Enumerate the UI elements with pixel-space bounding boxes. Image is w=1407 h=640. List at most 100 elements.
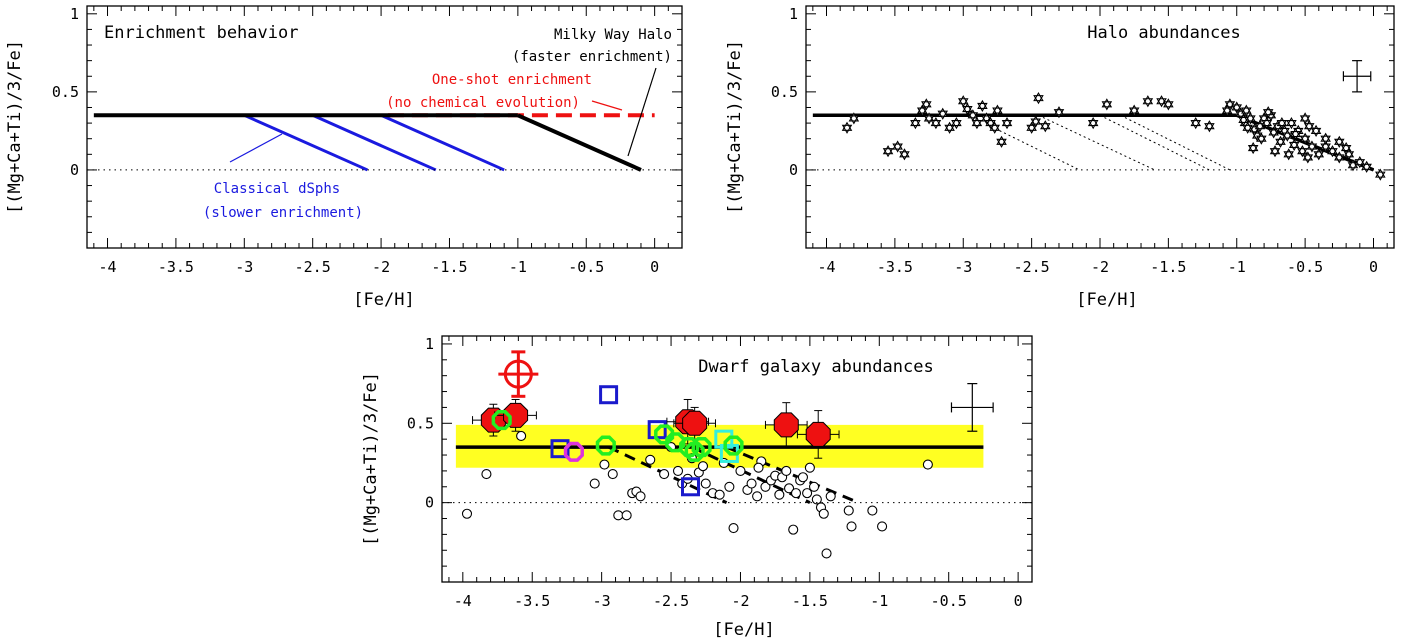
halo-star-point <box>892 140 903 153</box>
halo-star-point <box>1238 113 1249 127</box>
halo-star-point <box>962 102 973 116</box>
halo-annotation-subtitle: (faster enrichment) <box>512 49 672 65</box>
y-tick-label: 0.5 <box>52 83 79 101</box>
x-axis-label: [Fe/H] <box>1076 290 1137 310</box>
dotted-guide-line <box>1120 114 1231 171</box>
open-circle-point <box>461 508 473 519</box>
x-tick-label: -0.5 <box>1287 258 1323 276</box>
halo-star-point <box>1040 120 1051 133</box>
x-tick-label: -2.5 <box>295 258 331 276</box>
green-circle-point <box>665 432 686 453</box>
dsph-enrichment-line <box>312 113 437 172</box>
tick-group: -4 -3.5 -3 -2.5 -2 -1.5 -1 -0.5 0 0 0.5 1 <box>407 335 1033 610</box>
tick-group: -4 -3.5 -3 -2.5 -2 -1.5 -1 -0.5 0 0 0.5 1 <box>52 5 683 276</box>
y-tick-label: 0 <box>789 161 798 179</box>
open-circle-point <box>877 521 888 532</box>
halo-star-point <box>899 148 910 161</box>
x-tick-label: -1 <box>509 258 527 276</box>
open-circle-point <box>804 462 815 473</box>
x-tick-label: -0.5 <box>931 592 967 610</box>
panel-halo-abundances: -4 -3.5 -3 -2.5 -2 -1.5 -1 -0.5 0 0 0.5 1 Halo abun… <box>725 5 1395 310</box>
blue-square-point <box>680 477 700 497</box>
red-octagon-point <box>796 410 840 459</box>
open-circle-point <box>784 483 795 494</box>
magenta-circle-point <box>563 441 584 462</box>
halo-pointer <box>627 67 657 157</box>
halo-star-point <box>1347 159 1359 172</box>
halo-star-point <box>1053 106 1065 119</box>
halo-star-point <box>1163 98 1174 111</box>
open-circle-point <box>714 489 725 500</box>
halo-star-point <box>1156 95 1167 108</box>
halo-star-point <box>1242 121 1253 134</box>
y-tick-label: 0.5 <box>771 83 798 101</box>
halo-star-point <box>1269 145 1281 158</box>
x-tick-label: -4 <box>98 258 116 276</box>
halo-star-point <box>971 116 983 130</box>
open-circle-point <box>753 462 764 473</box>
open-circle-point <box>700 478 711 489</box>
x-tick-label: -3.5 <box>877 258 913 276</box>
open-circle-point <box>797 472 808 483</box>
dashed-enrichment-line <box>691 445 811 505</box>
x-tick-label: -2.5 <box>1014 258 1050 276</box>
halo-star-point <box>1276 116 1288 130</box>
open-circle-point <box>774 489 785 500</box>
halo-star-point <box>1247 141 1259 155</box>
halo-star-point <box>1128 104 1140 117</box>
open-circle-point <box>613 510 624 521</box>
halo-star-point <box>1261 116 1273 130</box>
open-circle-point <box>621 510 632 521</box>
halo-star-point <box>1375 168 1386 181</box>
halo-star-point <box>1026 121 1037 134</box>
open-circle-point <box>672 465 684 476</box>
open-circle-point <box>802 488 813 499</box>
halo-star-point <box>930 116 942 130</box>
plot-area <box>93 113 655 172</box>
green-circle-point <box>723 435 744 456</box>
halo-star-point <box>1087 116 1099 130</box>
halo-star-point <box>1245 112 1256 125</box>
y-tick-label: 0 <box>425 494 434 512</box>
y-tick-label: 0 <box>70 161 79 179</box>
x-tick-label: -2.5 <box>653 592 689 610</box>
halo-star-point <box>1256 132 1267 145</box>
y-tick-label: 0.5 <box>407 414 434 432</box>
oneshot-pointer <box>591 100 623 111</box>
halo-star-point <box>1204 120 1215 133</box>
dsph-pointer <box>229 133 283 163</box>
halo-star-point <box>1288 138 1300 152</box>
x-tick-label: -3 <box>954 258 972 276</box>
open-circle-point <box>843 505 854 516</box>
open-circle-point <box>589 478 600 489</box>
x-tick-label: -2 <box>1091 258 1109 276</box>
halo-star-point <box>921 98 932 111</box>
dsph-annotation-title: Classical dSphs <box>214 181 340 197</box>
halo-star-point <box>1241 104 1252 117</box>
open-circle-point <box>659 469 670 480</box>
halo-star-point <box>910 116 921 130</box>
halo-star-point <box>1299 132 1311 145</box>
x-tick-label: -1.5 <box>431 258 467 276</box>
open-circle-point <box>697 461 709 472</box>
chart-title: Dwarf galaxy abundances <box>698 357 933 377</box>
open-circle-point <box>788 524 799 535</box>
halo-star-point <box>937 107 949 120</box>
halo-star-point <box>1190 116 1202 130</box>
halo-star-point <box>1302 151 1314 164</box>
y-tick-label: 1 <box>425 335 434 353</box>
oneshot-annotation-subtitle: (no chemical evolution) <box>386 95 580 111</box>
halo-star-point <box>1231 101 1243 114</box>
dotted-guide-line <box>990 125 1080 171</box>
open-circle-point <box>818 508 829 519</box>
dashed-enrichment-line <box>726 445 860 505</box>
chart-title: Enrichment behavior <box>104 23 298 43</box>
y-axis-label: [(Mg+Ca+Ti)/3/Fe] <box>725 40 745 214</box>
halo-star-point <box>1303 120 1315 133</box>
x-tick-label: -4 <box>454 592 472 610</box>
halo-star-point <box>951 116 962 130</box>
halo-star-point <box>1254 120 1266 133</box>
open-circle-point <box>599 459 610 470</box>
plot-frame <box>86 5 683 249</box>
